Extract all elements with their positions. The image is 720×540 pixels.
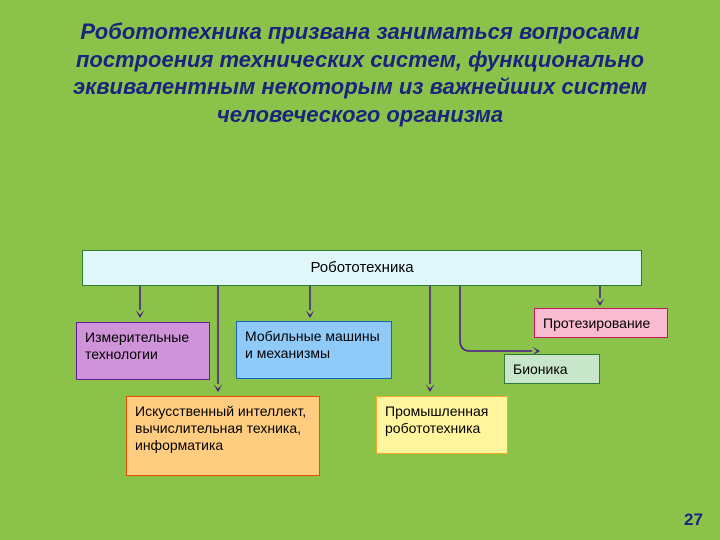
node-industrial-label: Промышленная робототехника <box>385 403 499 437</box>
node-ai-label: Искусственный интеллект, вычислительная … <box>135 403 311 453</box>
node-mobile: Мобильные машины и механизмы <box>236 321 392 379</box>
node-prosthetics-label: Протезирование <box>543 315 650 332</box>
page-number: 27 <box>684 510 703 530</box>
node-bionics: Бионика <box>504 354 600 384</box>
slide: Робототехника призвана заниматься вопрос… <box>0 0 720 540</box>
node-industrial: Промышленная робототехника <box>376 396 508 454</box>
node-prosthetics: Протезирование <box>534 308 668 338</box>
root-node-label: Робототехника <box>310 259 413 277</box>
root-node: Робототехника <box>82 250 642 286</box>
node-ai: Искусственный интеллект, вычислительная … <box>126 396 320 476</box>
node-bionics-label: Бионика <box>513 361 568 378</box>
node-mobile-label: Мобильные машины и механизмы <box>245 328 383 362</box>
node-measurement-label: Измерительные технологии <box>85 329 201 363</box>
node-measurement: Измерительные технологии <box>76 322 210 380</box>
slide-title: Робототехника призвана заниматься вопрос… <box>40 18 680 128</box>
